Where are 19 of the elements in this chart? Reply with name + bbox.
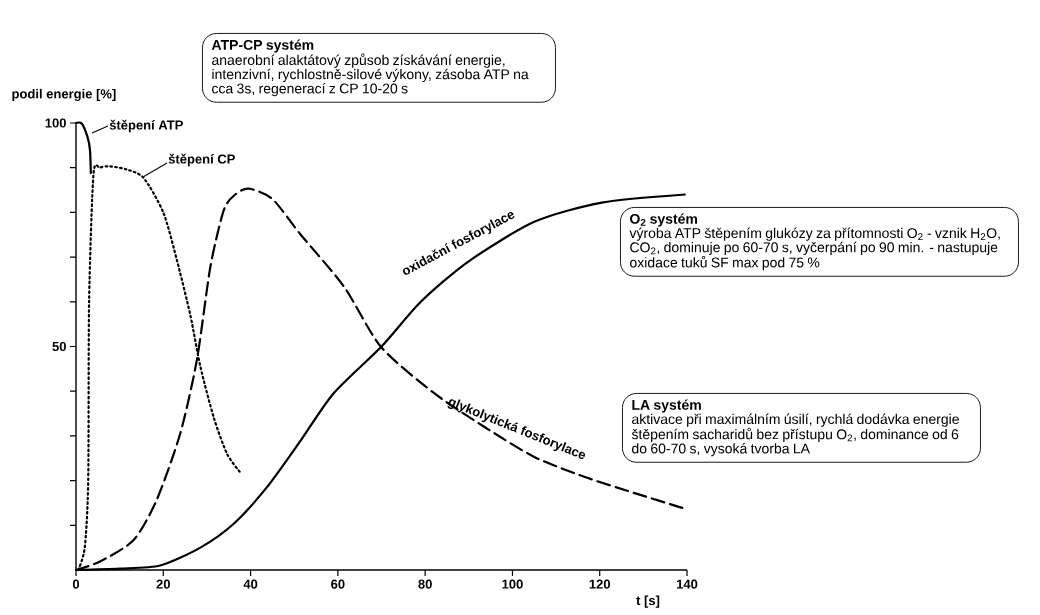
x-tick-label: 120 <box>589 579 611 589</box>
x-tick-label: 20 <box>156 579 170 589</box>
text: výroba ATP štěpením glukózy za přítomnosti O$_{2}$ - vznik H$_{2}$O, CO$_{2}$, dominuje po 60-70 s, vyčerpání po 90 min. - nastupuje oxidace tuků SF max pod 75 % <box>629 227 1000 271</box>
annotation: O$_{2}$ systém <box>630 213 698 227</box>
x-tick-label: 140 <box>676 579 698 589</box>
legend-label: štěpení ATP <box>109 119 183 133</box>
text: ATP-CP systém <box>211 39 314 53</box>
annotation: LA systém <box>632 399 701 413</box>
x-tick-label: 0 <box>72 579 80 589</box>
text: anaerobní alaktátový způsob získávání energie, intenzivní, rychlostně-silové výkony, zásoba ATP na cca 3s, regenerací z CP 10-20 s <box>212 53 529 97</box>
x-tick-label: 60 <box>331 579 345 589</box>
x-tick-label: 80 <box>418 579 432 589</box>
text: aktivace při maximálním úsilí, rychlá dodávka energie štěpením sacharidů bez přístupu O$_{2}$, dominance od 6 do 60-70 s, vysoká tvorba LA <box>631 413 959 457</box>
text: štěpení CP <box>168 153 235 167</box>
x-axis-title: t [s] <box>636 595 660 608</box>
x-tick-label: 100 <box>502 579 523 589</box>
y-axis-title: podil energie [%] <box>12 88 116 102</box>
y-tick-label: 50 <box>52 341 66 352</box>
x-tick-label: 40 <box>243 579 258 589</box>
